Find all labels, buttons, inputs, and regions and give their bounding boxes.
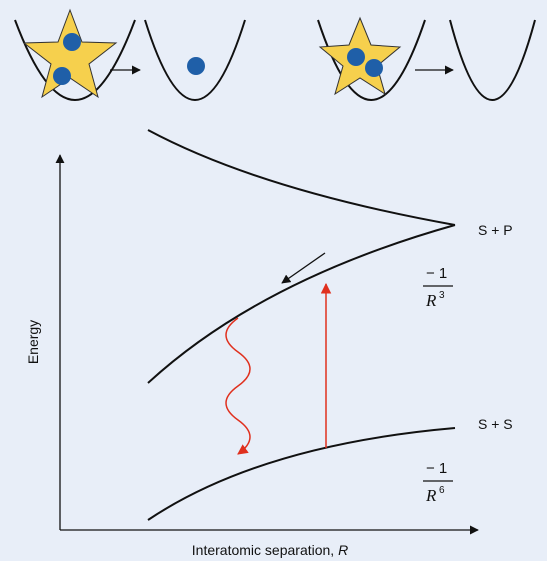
y-axis-label: Energy <box>25 320 41 364</box>
numerator: − 1 <box>426 265 447 282</box>
atom <box>63 33 81 51</box>
atom <box>365 59 383 77</box>
atom <box>347 48 365 66</box>
x-axis-label: Interatomic separation, R <box>192 542 348 558</box>
asymptote-label: S + S <box>478 416 513 432</box>
asymptote-label: S + P <box>478 222 513 238</box>
base: R <box>425 291 437 310</box>
atom <box>187 57 205 75</box>
x-axis-label-text: Interatomic separation, <box>192 542 338 558</box>
atom <box>53 67 71 85</box>
exponent: 6 <box>439 485 445 496</box>
diagram: S + P S + S − 1 R 3 − 1 R 6 Energy Inter… <box>0 0 547 561</box>
exponent: 3 <box>439 290 445 301</box>
numerator: − 1 <box>426 460 447 477</box>
base: R <box>425 486 437 505</box>
x-axis-label-variable: R <box>338 542 348 558</box>
